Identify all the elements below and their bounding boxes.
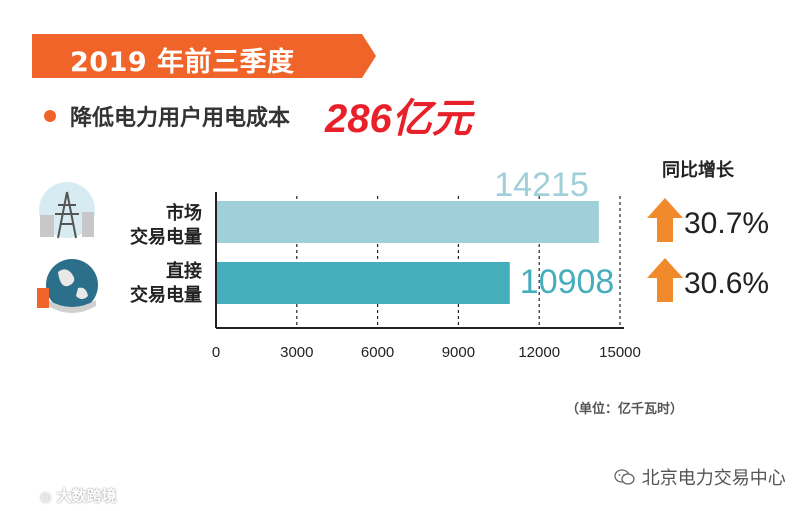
subtitle-value: 286亿元 xyxy=(325,97,472,141)
value-label: 10908 xyxy=(520,263,615,301)
watermark: ◎ 大数跨境 xyxy=(40,485,117,506)
bar-1 xyxy=(216,262,510,304)
title-banner xyxy=(32,34,376,78)
source-credit: 北京电力交易中心 xyxy=(614,464,786,490)
growth-header: 同比增长 xyxy=(662,160,734,181)
x-tick-label: 12000 xyxy=(518,344,560,361)
bullet-dot xyxy=(44,110,56,122)
category-label: 市场 xyxy=(166,202,202,224)
x-tick-label: 3000 xyxy=(280,344,313,361)
growth-value: 30.7% xyxy=(684,207,769,240)
up-arrow-icon xyxy=(647,258,683,302)
banner-title: 2019 年前三季度 xyxy=(70,47,295,78)
subtitle-label: 降低电力用户用电成本 xyxy=(70,106,291,131)
growth-value: 30.6% xyxy=(684,267,769,300)
x-tick-label: 15000 xyxy=(599,344,641,361)
x-tick-label: 9000 xyxy=(442,344,475,361)
value-label: 14215 xyxy=(494,166,589,204)
wechat-icon xyxy=(614,469,635,485)
category-label: 交易电量 xyxy=(130,284,202,306)
x-tick-label: 6000 xyxy=(361,344,394,361)
source-text: 北京电力交易中心 xyxy=(641,468,786,489)
globe-hand-icon xyxy=(37,259,98,313)
camera-icon: ◎ xyxy=(40,490,52,505)
watermark-text: 大数跨境 xyxy=(56,487,117,505)
unit-label: （单位：亿千瓦时） xyxy=(566,402,684,417)
power-tower-icon xyxy=(39,182,95,239)
up-arrow-icon xyxy=(647,198,683,242)
category-label: 交易电量 xyxy=(130,226,202,248)
bar-0 xyxy=(216,201,599,243)
category-label: 直接 xyxy=(166,260,202,282)
x-tick-label: 0 xyxy=(212,344,220,361)
